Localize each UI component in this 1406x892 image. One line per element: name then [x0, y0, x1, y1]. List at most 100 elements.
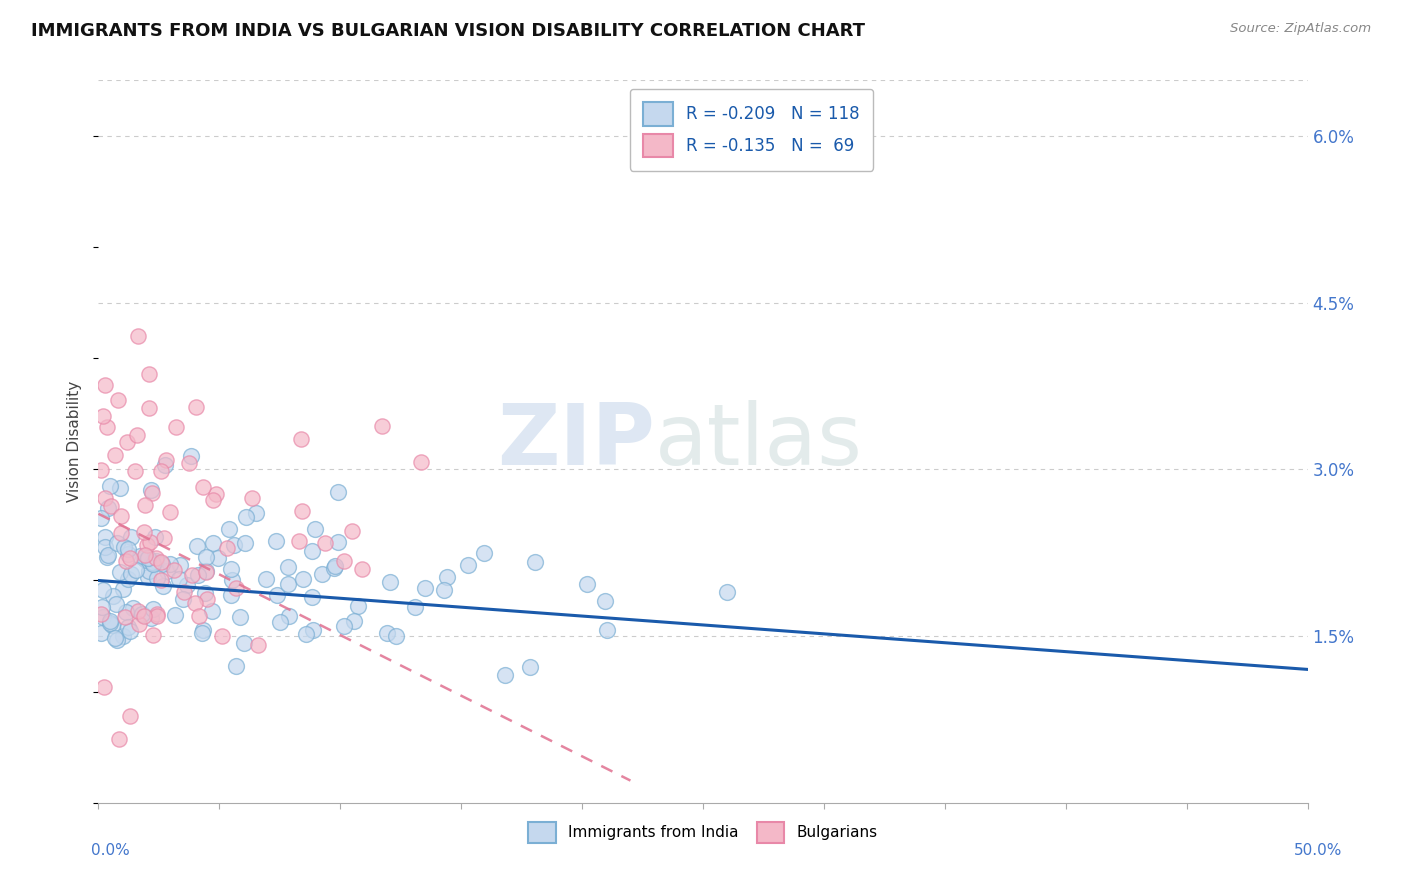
Point — [343, 614, 366, 628]
Point — [110, 508, 132, 523]
Point — [242, 491, 264, 505]
Point — [375, 625, 398, 640]
Point — [277, 577, 299, 591]
Point — [524, 556, 547, 570]
Point — [326, 535, 349, 549]
Point — [112, 582, 135, 596]
Point — [122, 601, 145, 615]
Point — [145, 571, 167, 585]
Point — [278, 609, 301, 624]
Point — [104, 631, 127, 645]
Point — [314, 536, 336, 550]
Point — [340, 524, 363, 538]
Point — [145, 550, 167, 565]
Point — [266, 534, 288, 549]
Point — [112, 540, 135, 554]
Point — [136, 550, 159, 565]
Point — [186, 539, 208, 553]
Point — [120, 566, 142, 581]
Point — [266, 588, 288, 602]
Point — [332, 619, 354, 633]
Point — [131, 607, 153, 621]
Point — [93, 680, 115, 694]
Point — [371, 419, 394, 434]
Point — [139, 483, 162, 497]
Point — [233, 536, 256, 550]
Point — [494, 667, 516, 681]
Point — [247, 638, 270, 652]
Point — [104, 448, 127, 462]
Point — [596, 623, 619, 637]
Point — [132, 609, 155, 624]
Point — [96, 549, 118, 564]
Point — [205, 487, 228, 501]
Point — [90, 625, 112, 640]
Point — [225, 581, 247, 595]
Point — [94, 491, 117, 505]
Point — [91, 582, 114, 597]
Point — [145, 554, 167, 568]
Point — [91, 600, 114, 615]
Point — [172, 591, 194, 606]
Point — [159, 557, 181, 571]
Point — [176, 578, 198, 592]
Point — [107, 392, 129, 407]
Point — [155, 453, 177, 467]
Point — [290, 432, 312, 446]
Point — [117, 547, 139, 561]
Point — [150, 555, 173, 569]
Point — [105, 536, 128, 550]
Point — [188, 608, 211, 623]
Point — [180, 449, 202, 463]
Text: IMMIGRANTS FROM INDIA VS BULGARIAN VISION DISABILITY CORRELATION CHART: IMMIGRANTS FROM INDIA VS BULGARIAN VISIO… — [31, 22, 865, 40]
Point — [169, 558, 191, 572]
Point — [153, 458, 176, 473]
Point — [110, 566, 132, 580]
Point — [291, 573, 314, 587]
Point — [295, 627, 318, 641]
Point — [98, 614, 121, 628]
Point — [98, 479, 121, 493]
Point — [114, 609, 136, 624]
Point — [219, 562, 242, 576]
Point — [288, 533, 311, 548]
Point — [350, 562, 373, 576]
Point — [165, 420, 187, 434]
Point — [304, 522, 326, 536]
Point — [94, 529, 117, 543]
Point — [224, 538, 246, 552]
Point — [195, 564, 218, 578]
Point — [576, 576, 599, 591]
Point — [183, 596, 205, 610]
Point — [191, 480, 214, 494]
Point — [90, 607, 112, 621]
Point — [103, 589, 125, 603]
Point — [245, 507, 267, 521]
Point — [413, 581, 436, 595]
Point — [254, 572, 277, 586]
Point — [110, 481, 132, 495]
Point — [91, 409, 114, 424]
Point — [135, 553, 157, 567]
Point — [138, 564, 160, 578]
Point — [716, 585, 738, 599]
Point — [141, 486, 163, 500]
Point — [436, 570, 458, 584]
Point — [120, 709, 142, 723]
Point — [165, 607, 187, 622]
Point — [128, 617, 150, 632]
Point — [322, 560, 344, 574]
Point — [229, 610, 252, 624]
Point — [301, 590, 323, 604]
Text: 50.0%: 50.0% — [1295, 843, 1343, 858]
Point — [323, 559, 346, 574]
Point — [173, 585, 195, 599]
Point — [380, 574, 402, 589]
Point — [127, 328, 149, 343]
Point — [457, 558, 479, 573]
Point — [202, 535, 225, 549]
Point — [181, 567, 204, 582]
Point — [105, 598, 128, 612]
Point — [117, 619, 139, 633]
Point — [120, 530, 142, 544]
